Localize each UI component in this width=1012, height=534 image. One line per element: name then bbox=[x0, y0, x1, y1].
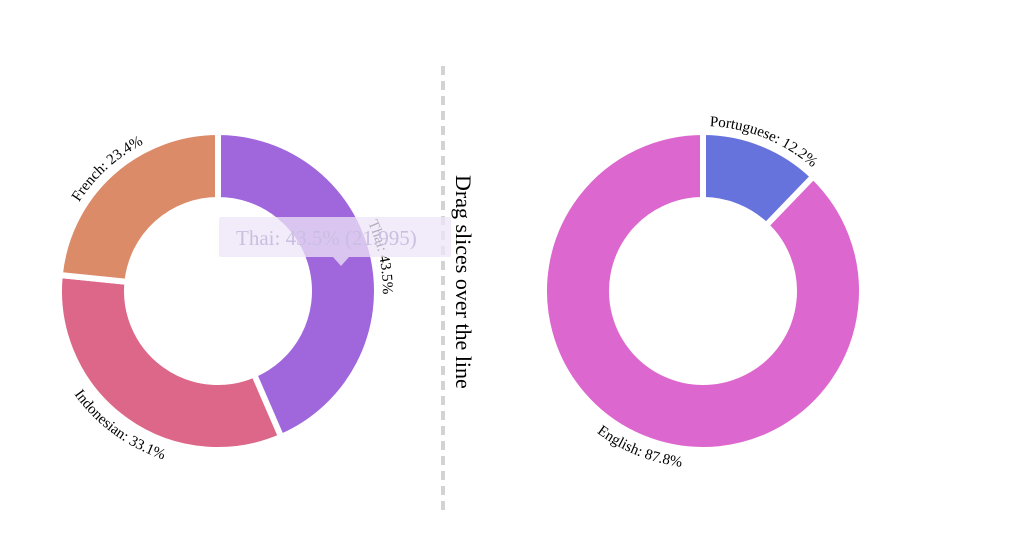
slice-indonesian[interactable] bbox=[56, 272, 285, 453]
right-donut-chart: Portuguese: 12.2%English: 87.8% bbox=[541, 114, 865, 471]
slice-tooltip: Thai: 43.5% (21.995) bbox=[219, 217, 451, 266]
slice-english[interactable] bbox=[541, 129, 865, 453]
tooltip-text: Thai: 43.5% (21.995) bbox=[236, 226, 417, 250]
tooltip-pointer bbox=[333, 257, 349, 266]
slice-french[interactable] bbox=[56, 129, 221, 285]
instruction-text: Drag slices over the line bbox=[451, 175, 476, 389]
tooltip-box bbox=[219, 217, 451, 257]
left-donut-chart: Thai: 43.5%Indonesian: 33.1%French: 23.4… bbox=[56, 129, 395, 463]
